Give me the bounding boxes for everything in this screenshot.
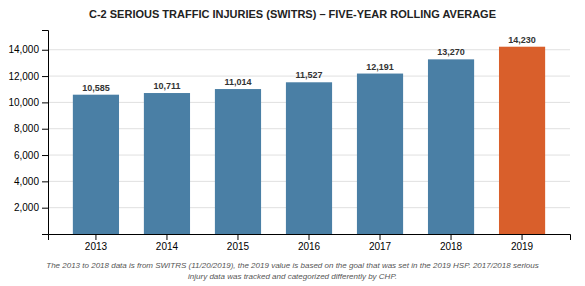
chart: C-2 SERIOUS TRAFFIC INJURIES (SWITRS) – … [0,0,585,286]
y-tick-mark [42,208,48,209]
x-tick: 2013 [85,234,108,252]
y-tick: 4,000 [14,176,48,187]
bar [428,59,474,234]
x-tick-label: 2016 [298,241,321,252]
y-tick-label: 4,000 [14,176,39,187]
bar [286,82,332,234]
data-label: 11,014 [224,77,251,87]
bar [357,74,403,234]
y-tick-label: 2,000 [14,202,39,213]
y-tick-mark [42,76,48,77]
title: C-2 SERIOUS TRAFFIC INJURIES (SWITRS) – … [89,8,496,20]
data-label: 13,270 [437,47,465,57]
bar [499,47,545,234]
y-tick-label: 8,000 [14,123,39,134]
y-tick-label: 12,000 [8,71,39,82]
x-tick-mark [522,234,523,240]
plot: 10,585 10,711 11,014 11,527 12,191 13,270 14,2… [8,31,570,253]
y-tick: 14,000 [8,44,48,55]
x-tick: 2015 [227,234,250,252]
x-tick-label: 2013 [85,241,108,252]
y-tick: 2,000 [14,202,48,213]
bar [73,95,119,234]
data-labels: 10,585 10,711 11,014 11,527 12,191 13,270 14,2… [82,35,536,93]
x-tick: 2016 [298,234,321,252]
x-axis-line [49,235,571,241]
x-tick-mark [451,234,452,240]
x-tick-mark [166,234,167,240]
y-tick-mark [42,155,48,156]
y-axis: 2,000 4,000 6,000 8,000 10,000 12,000 14,000 [8,31,48,235]
bar [215,89,261,234]
data-label: 10,585 [82,83,110,93]
x-tick: 2018 [440,234,463,252]
y-tick-label: 6,000 [14,150,39,161]
data-label: 10,711 [153,81,180,91]
y-tick: 10,000 [8,97,48,108]
y-axis-line [42,31,49,235]
x-tick-mark [237,234,238,240]
y-tick-mark [42,181,48,182]
y-tick-mark [42,129,48,130]
footnote: injury data was tracked and categorized … [188,272,397,281]
x-tick-label: 2017 [369,241,392,252]
data-label: 14,230 [508,35,536,45]
bars [73,47,545,234]
footnote: The 2013 to 2018 data is from SWITRS (11… [46,261,538,270]
y-tick-mark [42,102,48,103]
y-tick: 12,000 [8,71,48,82]
x-tick-mark [380,234,381,240]
x-tick-label: 2018 [440,241,463,252]
x-tick-mark [309,234,310,240]
data-label: 11,527 [295,70,322,80]
x-axis: 2013 2014 2015 2016 2017 2018 2019 [49,234,571,252]
grid-line [48,49,570,50]
y-tick: 8,000 [14,123,48,134]
x-tick: 2017 [369,234,392,252]
data-label: 12,191 [366,62,394,72]
y-tick-label: 10,000 [8,97,39,108]
y-tick-mark [42,50,48,51]
bar [144,93,190,234]
y-tick: 6,000 [14,150,48,161]
x-tick-mark [95,234,96,240]
x-tick-label: 2019 [511,241,534,252]
x-tick: 2019 [511,234,534,252]
x-tick: 2014 [156,234,179,252]
x-tick-label: 2014 [156,241,179,252]
x-tick-label: 2015 [227,241,250,252]
y-tick-label: 14,000 [8,44,39,55]
